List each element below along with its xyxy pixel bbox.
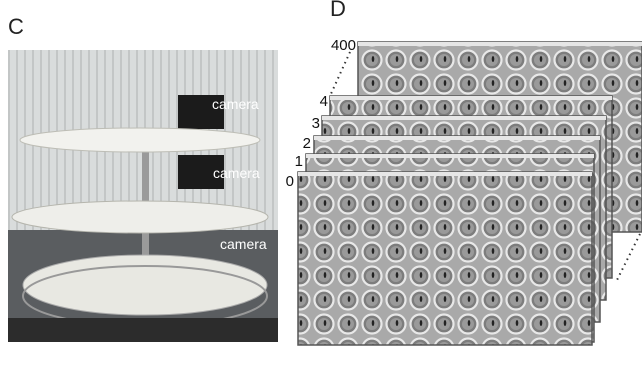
plate-edge	[298, 172, 592, 176]
plate	[298, 172, 592, 345]
plate-label: 0	[286, 173, 294, 190]
camera-label: camera	[220, 236, 267, 252]
camera-label: camera	[212, 96, 259, 112]
ellipsis-line	[330, 52, 350, 96]
figure: C camera camera camera D 400 43210	[0, 0, 642, 369]
panel-label: D	[330, 0, 346, 21]
plate-label: 3	[312, 115, 320, 132]
ellipsis-line	[616, 234, 640, 282]
plate-label: 1	[295, 153, 303, 170]
camera-label: camera	[213, 165, 260, 181]
plate-label: 4	[320, 93, 328, 110]
plate-edge	[314, 136, 600, 140]
plate-edge	[322, 116, 606, 120]
plate-edge	[358, 42, 642, 46]
photo	[8, 50, 278, 342]
plate-label: 2	[303, 135, 311, 152]
plate-label: 400	[331, 37, 356, 54]
plate-edge	[306, 154, 594, 158]
panel-label: C	[8, 14, 24, 39]
plate-edge	[330, 96, 612, 100]
